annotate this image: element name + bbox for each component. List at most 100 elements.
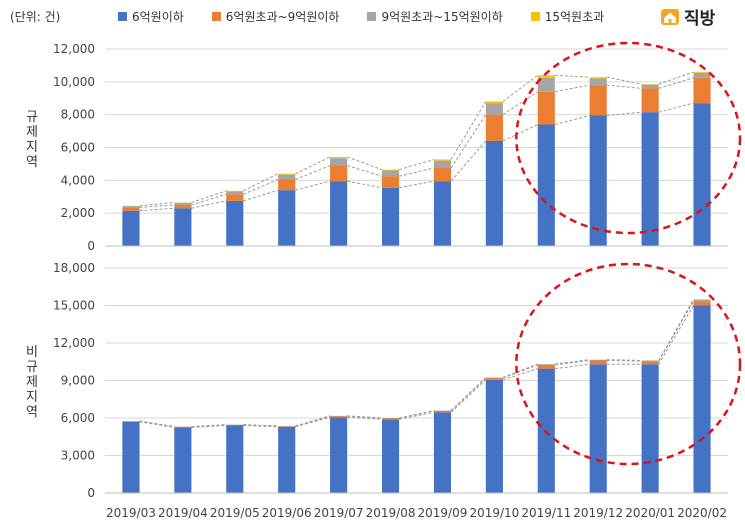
panel-2-ytick-3: 9,000 — [61, 374, 95, 388]
panel-2-bar-2020-02-series-2 — [693, 299, 711, 302]
panel-2-connector-line-1 — [139, 300, 694, 428]
panel-2-bar-2019-04-series-1 — [174, 426, 192, 428]
xtick-2019-04: 2019/04 — [158, 506, 208, 520]
panel-2-ytick-6: 18,000 — [53, 261, 95, 275]
panel-1-bar-2019-07-series-1 — [330, 165, 348, 182]
legend-swatch-0 — [118, 12, 127, 21]
panel-1-bar-2020-01-series-1 — [641, 88, 659, 113]
legend-swatch-1 — [211, 12, 221, 21]
panel-2-bar-2019-10-series-0 — [485, 379, 503, 493]
panel-2-bar-2020-02-series-1 — [693, 301, 711, 306]
panel-1-bar-2019-10-series-1 — [485, 114, 503, 141]
xtick-2019-08: 2019/08 — [366, 506, 416, 520]
logo-text: 직방 — [684, 9, 716, 29]
panel-2-connector-line-0 — [139, 305, 694, 428]
panel-1-bar-2019-09-series-0 — [433, 181, 452, 246]
panel-1-bar-2019-07-series-0 — [330, 181, 348, 246]
panel-1-bar-2019-05-series-2 — [226, 191, 244, 195]
panel-2-bar-2019-03-series-1 — [122, 421, 140, 422]
panel-1-bar-2019-06-series-3 — [278, 173, 296, 175]
panel-2-bar-2019-12-series-2 — [589, 359, 607, 361]
panel-1-bar-2019-10-series-3 — [485, 101, 503, 104]
panel-2-bar-2019-07-series-1 — [330, 416, 348, 418]
panel-2-bar-2019-08-series-0 — [381, 419, 400, 493]
panel-2-bar-2020-02-series-0 — [693, 305, 711, 493]
legend: 6억원이하 6억원초과~9억원이하 9억원초과~15억원이하 15억원초과 — [118, 8, 604, 25]
panel-2-bar-2019-09-series-0 — [433, 412, 452, 493]
panel-1-bar-2020-02-series-2 — [693, 72, 711, 78]
panel-1-bar-2019-06-series-0 — [278, 190, 296, 246]
panel-2-bar-2020-01-series-0 — [641, 364, 659, 493]
panel-1-bar-2019-08-series-0 — [381, 187, 400, 246]
xtick-2019-07: 2019/07 — [314, 506, 364, 520]
legend-item-0: 6억원이하 — [118, 8, 184, 25]
panel-1-bar-2019-05-series-1 — [226, 194, 244, 201]
legend-swatch-2 — [367, 12, 377, 21]
legend-swatch-3 — [530, 12, 540, 21]
zigbang-logo: 직방 — [660, 4, 715, 29]
panel-1-ylabel: 규제지역 — [26, 110, 38, 170]
legend-label-2: 9억원초과~15억원이하 — [381, 10, 503, 24]
panel-1-bar-2019-09-series-2 — [433, 160, 452, 169]
panel-2-bar-2019-06-series-1 — [278, 426, 296, 427]
panel-1-bar-2019-04-series-0 — [174, 208, 192, 246]
panel-2-bar-2019-05-series-1 — [226, 424, 244, 426]
xtick-2019-05: 2019/05 — [210, 506, 260, 520]
panel-2-bar-2019-08-series-1 — [381, 418, 400, 420]
panel-1-bar-2019-09-series-3 — [433, 159, 452, 161]
xtick-2019-11: 2019/11 — [521, 506, 571, 520]
legend-item-1: 6억원초과~9억원이하 — [211, 8, 340, 25]
panel-2-ytick-0: 0 — [87, 486, 95, 500]
panel-2-bar-2019-03-series-0 — [122, 421, 140, 493]
panel-1-bar-2019-11-series-3 — [537, 75, 555, 78]
xtick-2020-02: 2020/02 — [677, 506, 727, 520]
xtick-2019-06: 2019/06 — [262, 506, 312, 520]
panel-1-highlight-ellipse — [515, 41, 742, 235]
xtick-2019-09: 2019/09 — [418, 506, 468, 520]
panel-1-bar-2020-02-series-1 — [693, 77, 711, 104]
legend-label-0: 6억원이하 — [132, 10, 184, 24]
unit-label: (단위: 건) — [10, 10, 61, 24]
panel-2-bar-2019-04-series-0 — [174, 427, 192, 493]
house-icon — [661, 8, 679, 25]
panel-1-bar-2019-05-series-0 — [226, 200, 244, 246]
panel-1-bar-2020-02-series-3 — [693, 71, 711, 73]
panel-2-ytick-4: 12,000 — [53, 336, 95, 350]
panel-1-bar-2019-11-series-2 — [537, 77, 555, 92]
panel-1-ytick-1: 2,000 — [61, 206, 95, 220]
panel-1-bar-2019-03-series-1 — [122, 207, 140, 211]
panel-2-highlight-ellipse — [515, 262, 742, 466]
panel-2-ylabel: 비규제지역 — [26, 345, 38, 420]
panel-1-connector-line-1 — [139, 77, 694, 208]
panel-1-bar-2019-11-series-1 — [537, 91, 555, 125]
panel-1-ytick-0: 0 — [87, 239, 95, 253]
panel-2-ytick-5: 15,000 — [53, 299, 95, 313]
panel-1-bar-2019-10-series-2 — [485, 103, 503, 115]
panel-1-ytick-4: 8,000 — [61, 108, 95, 122]
panel-2-bar-2020-01-series-1 — [641, 361, 659, 365]
panel-2-bar-2019-12-series-0 — [589, 364, 607, 493]
panel-1-ytick-5: 10,000 — [53, 75, 95, 89]
panel-1-ytick-6: 12,000 — [53, 42, 95, 56]
panel-1-bar-2019-06-series-2 — [278, 174, 296, 180]
panel-2-bar-2019-11-series-2 — [537, 364, 555, 365]
panel-2-bar-2019-07-series-0 — [330, 417, 348, 493]
panel-1-bar-2019-12-series-2 — [589, 78, 607, 86]
panel-1-bar-2019-09-series-1 — [433, 168, 452, 182]
panel-1-bar-2019-11-series-0 — [537, 124, 555, 246]
panel-1-bar-2019-07-series-2 — [330, 158, 348, 166]
panel-1-bar-2019-08-series-1 — [381, 176, 400, 188]
panel-2-bar-2020-01-series-2 — [641, 360, 659, 362]
legend-label-1: 6억원초과~9억원이하 — [225, 10, 340, 24]
panel-2-bar-2019-12-series-1 — [589, 360, 607, 365]
panel-1-ytick-2: 4,000 — [61, 173, 95, 187]
panel-1-bar-2019-04-series-2 — [174, 202, 192, 205]
panel-2-bar-2019-09-series-1 — [433, 410, 452, 413]
panel-1-connector-line-2 — [139, 71, 694, 207]
panel-1-bar-2019-06-series-1 — [278, 179, 296, 191]
panel-2-bar-2019-05-series-0 — [226, 425, 244, 493]
panel-1-bar-2019-12-series-0 — [589, 115, 607, 246]
panel-1-bar-2019-08-series-2 — [381, 170, 400, 177]
panel-1-ytick-3: 6,000 — [61, 141, 95, 155]
panel-1-bar-2019-10-series-0 — [485, 140, 503, 246]
